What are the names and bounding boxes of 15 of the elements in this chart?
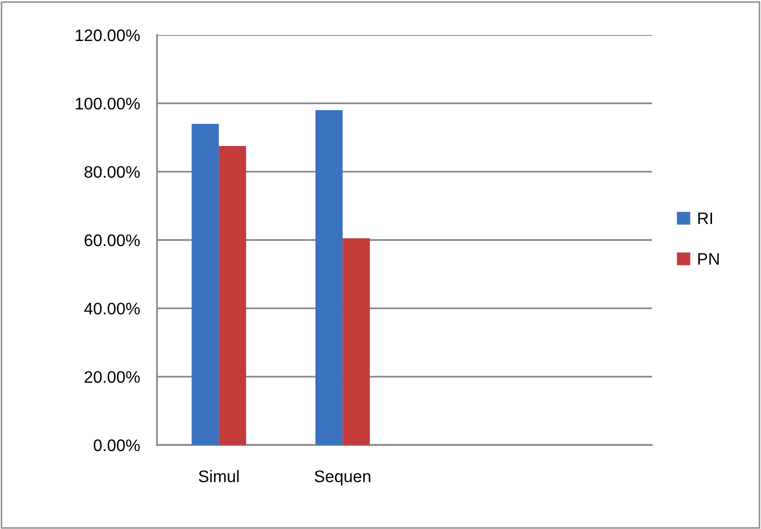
legend-label: PN — [698, 253, 719, 265]
bar — [315, 110, 343, 445]
legend-label: RI — [698, 212, 712, 224]
y-tick-label: 60.00% — [84, 234, 140, 246]
bar — [192, 124, 219, 445]
y-tick-label: 40.00% — [84, 302, 140, 315]
y-tick-label: 80.00% — [84, 166, 140, 178]
y-tick-label: 100.00% — [76, 98, 140, 110]
bar — [218, 146, 246, 445]
x-tick-label: Sequen — [314, 470, 370, 486]
y-tick-label: 120.00% — [76, 29, 140, 42]
y-tick-label: 20.00% — [84, 371, 140, 383]
y-tick-label: 0.00% — [94, 439, 140, 452]
bar — [342, 238, 370, 445]
x-tick-label: Simul — [198, 470, 239, 482]
